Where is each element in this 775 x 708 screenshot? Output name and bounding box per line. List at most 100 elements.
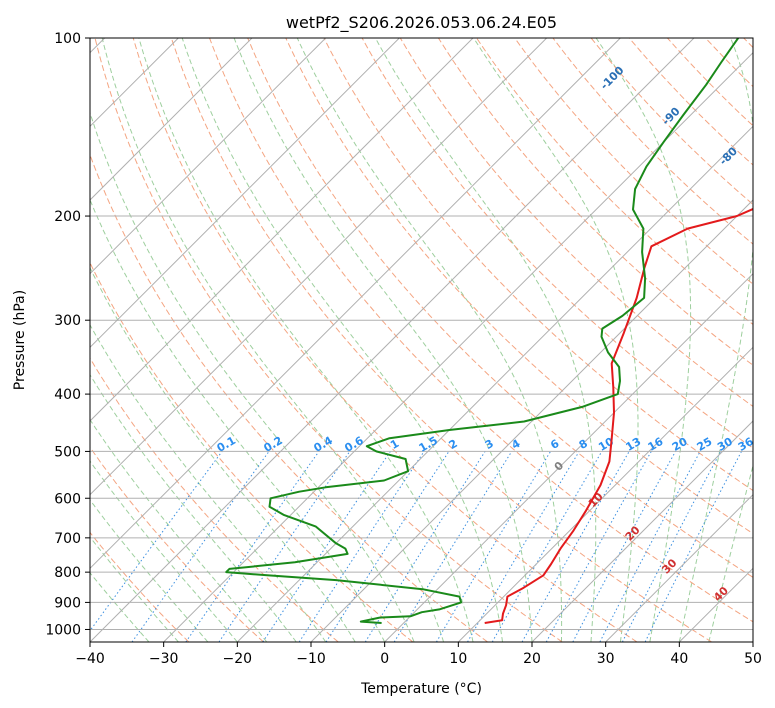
dry-adiabat-line [132,38,638,642]
plot-frame [89,37,754,643]
dry-adiabats [90,38,753,642]
x-tick-label: 20 [523,651,541,667]
mixing-ratio-line [262,451,391,642]
mixing-ratio-line [393,451,513,642]
moist-adiabat-line [101,38,445,642]
mixing-ratio-line [572,451,676,642]
mixing-ratio-line [218,451,351,642]
y-tick-label: 600 [54,491,81,507]
moist-adiabat-line [90,373,297,642]
mixing-ratio-label: 6 [548,437,561,452]
dewpoint-line [225,38,740,624]
dry-adiabat-line [399,38,753,408]
dry-adiabat-line [209,38,753,623]
y-tick-label: 1000 [45,622,81,638]
moist-adiabat-line [678,38,753,642]
moist-adiabat-line [90,111,415,642]
moist-adiabat-label: 40 [711,584,731,604]
isotherm-grid-line [236,125,753,642]
x-tick-label: 30 [597,651,615,667]
isotherm-grid-line [90,38,253,201]
y-tick-label: 100 [54,31,81,47]
dry-adiabat-line [90,153,488,642]
y-tick-label: 200 [54,209,81,225]
moist-adiabat-line [473,38,639,642]
isotherm-grid-line [310,199,753,642]
isotherm-grid-line [605,493,753,642]
sounding-series [225,38,753,624]
mixing-ratio-label: 36 [736,435,756,454]
y-axis: 100 200 300 400 500 600 700 800 900 1000 [45,31,90,638]
isotherm-grid-line [163,51,753,642]
x-tick-label: −30 [149,651,179,667]
isotherm-grid-line [531,420,753,642]
moist-adiabat-line [138,38,474,642]
dry-adiabat-line [90,261,414,642]
moist-adiabat-line [296,38,563,642]
moist-adiabat-line [90,418,268,642]
moist-adiabat-line [708,463,753,642]
moist-adiabat-label: 20 [623,523,643,543]
mixing-ratio-line [621,451,722,642]
guide-labels: -100-90-80-70-60-50-40-30-20-100.10.20.4… [215,63,756,604]
mixing-ratio-line [298,451,425,642]
x-tick-label: 10 [449,651,467,667]
y-tick-label: 300 [54,313,81,329]
mixing-ratio-line [545,451,652,642]
dry-adiabat-line [90,357,339,642]
x-axis-label: Temperature (°C) [360,681,482,697]
chart-title: wetPf2_S206.2026.053.06.24.E05 [286,13,557,33]
y-tick-label: 700 [54,531,81,547]
moist-adiabat-line [90,323,327,642]
mixing-ratio-line [521,451,630,642]
mixing-ratio-label: 2 [447,437,460,452]
isotherm-grid-line [752,641,753,642]
x-tick-label: −40 [75,651,105,667]
x-tick-label: 0 [380,651,389,667]
moist-adiabat-line [181,38,503,642]
isotherm-grid-line [457,346,753,642]
isotherm-grid-line [90,38,621,570]
isotherm-grid-line [678,567,753,642]
mixing-ratio-line [599,451,701,642]
y-tick-label: 400 [54,387,81,403]
moist-adiabats [90,38,753,642]
isotherm-grid-line [384,272,753,642]
mixing-ratio-line [185,451,320,642]
isotherm-grid-line [90,38,548,496]
moist-adiabat-line [90,266,356,642]
dry-adiabat-line [743,38,753,49]
isotherm-grid-line [90,38,327,275]
x-tick-label: 40 [670,651,688,667]
y-tick-label: 500 [54,444,81,460]
moist-adiabat-line [90,198,386,642]
y-tick-label: 900 [54,595,81,611]
dry-adiabat-line [590,38,753,206]
x-tick-label: −20 [223,651,253,667]
mixing-ratio-line [644,451,742,642]
isotherm-grid-line [90,38,400,349]
y-tick-label: 800 [54,565,81,581]
isotherm-grid-line [90,38,695,642]
mixing-ratio-line [325,451,450,642]
x-axis: −40 −30 −20 −10 0 10 20 30 40 50 [75,642,762,667]
dry-adiabat-line [552,38,753,245]
dry-adiabat-label: -80 [717,144,740,167]
moist-adiabat-label: 30 [659,556,679,576]
moist-adiabat-label: 0 [552,459,567,474]
dry-adiabat-label: -90 [659,105,682,128]
mixing-ratio-lines [90,451,742,642]
mixing-ratio-line [90,451,223,632]
mixing-ratio-line [435,451,552,642]
dry-adiabat-line [90,446,264,642]
moist-adiabat-line [90,499,209,642]
temperature-line [484,207,753,624]
mixing-ratio-label: 3 [483,437,496,452]
moist-adiabat-line [595,38,692,642]
dry-adiabat-line [94,38,563,642]
x-tick-label: −10 [296,651,326,667]
mixing-ratio-label: 4 [509,437,522,452]
dry-adiabat-line [90,531,190,642]
x-tick-label: 50 [744,651,762,667]
